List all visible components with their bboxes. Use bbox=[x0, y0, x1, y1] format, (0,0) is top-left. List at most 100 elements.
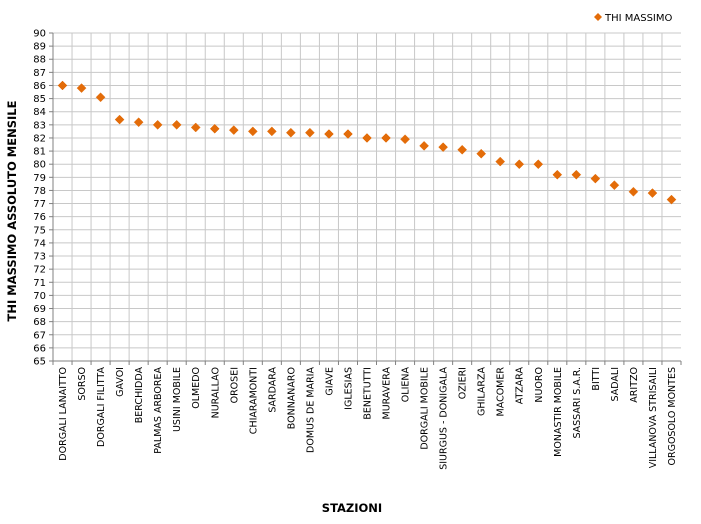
y-tick-label: 86 bbox=[33, 81, 46, 92]
x-tick-label: SADALI bbox=[610, 367, 621, 401]
data-point bbox=[190, 122, 201, 133]
data-point bbox=[209, 123, 220, 134]
x-tick-label: NUORO bbox=[534, 367, 545, 403]
x-tick-label: ORGOSOLO MONTES bbox=[667, 367, 678, 466]
y-tick-label: 89 bbox=[33, 42, 46, 53]
x-tick-label: VILLANOVA STRISAILI bbox=[648, 367, 659, 468]
data-point bbox=[343, 129, 353, 139]
data-point bbox=[647, 188, 658, 198]
data-point bbox=[476, 148, 487, 159]
y-tick-label: 68 bbox=[33, 317, 46, 328]
x-tick-label: SARDARA bbox=[267, 367, 278, 413]
x-axis-title: STAZIONI bbox=[322, 501, 382, 515]
legend-label: THI MASSIMO bbox=[604, 13, 672, 24]
gridlines bbox=[49, 32, 682, 365]
x-tick-label: DORGALI LANAITTO bbox=[58, 367, 69, 461]
data-point bbox=[362, 133, 372, 143]
x-tick-label: ATZARA bbox=[515, 367, 526, 405]
x-tick-label: SORSO bbox=[77, 367, 88, 401]
y-tick-label: 69 bbox=[33, 304, 46, 315]
x-tick-label: GHILARZA bbox=[477, 367, 488, 416]
data-point bbox=[590, 173, 601, 184]
x-tick-label: OZIERI bbox=[458, 367, 469, 399]
data-point bbox=[381, 133, 391, 143]
y-tick-label: 84 bbox=[33, 107, 46, 118]
data-point bbox=[419, 140, 429, 151]
data-point bbox=[571, 169, 582, 180]
data-point bbox=[171, 119, 182, 130]
y-tick-label: 83 bbox=[33, 120, 46, 131]
y-tick-label: 77 bbox=[33, 199, 46, 210]
x-tick-label: MONASTIR MOBILE bbox=[553, 367, 564, 457]
y-tick-label: 73 bbox=[33, 252, 46, 263]
data-point bbox=[247, 126, 258, 137]
data-point bbox=[609, 180, 620, 191]
x-tick-labels: DORGALI LANAITTO SORSO DORGALI FILITTA GAVO… bbox=[58, 366, 678, 469]
x-tick-label: OLIENA bbox=[401, 367, 412, 403]
data-point bbox=[114, 114, 125, 125]
data-point bbox=[286, 127, 296, 138]
data-point bbox=[533, 159, 544, 170]
legend: THI MASSIMO bbox=[594, 13, 672, 24]
y-tick-label: 88 bbox=[33, 55, 46, 66]
x-tick-label: MURAVERA bbox=[382, 367, 393, 420]
x-tick-label: GIAVE bbox=[324, 367, 335, 396]
y-axis-title: THI MASSIMO ASSOLUTO MENSILE bbox=[5, 100, 19, 321]
y-tick-label: 66 bbox=[33, 343, 46, 354]
data-points bbox=[57, 80, 677, 205]
data-point bbox=[400, 134, 410, 145]
y-tick-label: 75 bbox=[33, 225, 46, 236]
x-tick-label: SIURGUS - DONIGALA bbox=[439, 367, 450, 470]
data-point bbox=[95, 92, 106, 103]
legend-marker-diamond bbox=[594, 13, 602, 21]
y-tick-label: 78 bbox=[33, 186, 46, 197]
x-tick-label: BITTI bbox=[591, 367, 602, 391]
y-tick-label: 65 bbox=[33, 357, 46, 368]
y-tick-label: 87 bbox=[33, 68, 46, 79]
data-point bbox=[228, 125, 239, 135]
y-tick-label: 74 bbox=[33, 238, 46, 249]
y-tick-label: 85 bbox=[33, 94, 46, 105]
x-tick-label: BERCHIDDA bbox=[134, 367, 145, 424]
data-point bbox=[438, 142, 448, 152]
data-point bbox=[628, 186, 639, 197]
x-tick-label: USINI MOBILE bbox=[172, 367, 183, 432]
y-tick-label: 70 bbox=[33, 291, 46, 302]
data-point bbox=[666, 194, 677, 205]
axes bbox=[52, 33, 681, 362]
y-tick-label: 71 bbox=[33, 278, 46, 289]
y-tick-label: 72 bbox=[33, 265, 46, 276]
x-tick-label: SASSARI S.A.R. bbox=[572, 367, 583, 439]
y-tick-label: 67 bbox=[33, 330, 46, 341]
x-tick-label: DOMUS DE MARIA bbox=[305, 367, 316, 453]
data-point bbox=[57, 80, 68, 91]
data-point bbox=[305, 127, 315, 138]
data-point bbox=[133, 117, 144, 128]
x-tick-label: GAVOI bbox=[115, 367, 126, 397]
y-tick-labels: 65 66 67 68 69 70 71 72 73 74 75 76 77 78 79 80 81 82 83 84… bbox=[33, 29, 46, 368]
y-tick-label: 81 bbox=[33, 147, 46, 158]
x-tick-label: PALMAS ARBOREA bbox=[153, 366, 164, 453]
x-tick-label: OLMEDO bbox=[191, 367, 202, 409]
x-tick-label: NURALLAO bbox=[210, 367, 221, 418]
y-tick-label: 90 bbox=[33, 29, 46, 40]
x-tick-label: MACOMER bbox=[496, 367, 507, 417]
x-tick-label: ARITZO bbox=[629, 367, 640, 403]
x-tick-label: DORGALI FILITTA bbox=[96, 367, 107, 447]
x-tick-label: IGLESIAS bbox=[343, 367, 354, 410]
data-point bbox=[514, 159, 525, 170]
x-tick-label: CHIARAMONTI bbox=[248, 367, 259, 434]
y-tick-label: 76 bbox=[33, 212, 46, 223]
y-tick-label: 79 bbox=[33, 173, 46, 184]
plot-area bbox=[53, 33, 681, 361]
x-tick-label: BENETUTTI bbox=[363, 367, 374, 420]
x-tick-label: DORGALI MOBILE bbox=[420, 367, 431, 450]
data-point bbox=[457, 144, 468, 155]
data-point bbox=[324, 129, 334, 139]
data-point bbox=[76, 83, 87, 93]
y-tick-label: 80 bbox=[33, 160, 46, 171]
data-point bbox=[552, 169, 563, 180]
y-tick-label: 82 bbox=[33, 133, 46, 144]
